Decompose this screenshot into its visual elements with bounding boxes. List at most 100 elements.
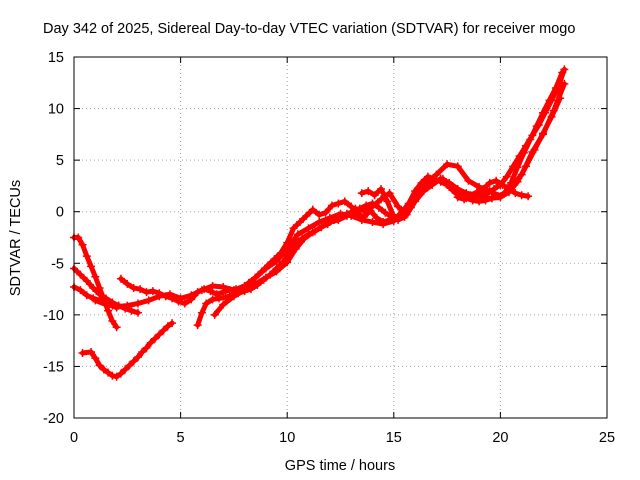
data-point: [490, 185, 499, 194]
data-point: [95, 361, 104, 370]
data-point: [394, 202, 403, 211]
data-point: [379, 220, 388, 229]
y-tick-label: -5: [51, 256, 64, 272]
data-point: [165, 290, 174, 299]
x-tick-label: 20: [492, 430, 508, 446]
data-point: [108, 371, 117, 380]
data-point: [251, 279, 260, 288]
data-series: [453, 176, 533, 204]
data-point: [197, 308, 206, 317]
data-point: [87, 262, 96, 271]
data-point: [155, 330, 164, 339]
data-point: [443, 160, 452, 169]
data-point: [112, 302, 121, 311]
data-point: [116, 274, 125, 283]
data-point: [163, 322, 172, 331]
data-point: [82, 276, 91, 285]
data-point: [453, 193, 462, 202]
data-point: [317, 223, 326, 232]
data-point: [91, 354, 100, 363]
data-point: [436, 174, 445, 183]
data-point: [208, 281, 217, 290]
data-point: [342, 211, 351, 220]
data-point: [504, 185, 513, 194]
data-point: [272, 257, 281, 266]
data-point: [423, 172, 432, 181]
data-point: [104, 306, 113, 315]
data-point: [78, 240, 87, 249]
series-trace: [212, 95, 563, 318]
data-point: [547, 112, 556, 121]
data-point: [76, 286, 85, 295]
data-point: [302, 211, 311, 220]
data-point: [359, 206, 368, 215]
data-point: [364, 187, 373, 196]
data-point: [129, 357, 138, 366]
x-axis-label: GPS time / hours: [285, 458, 395, 474]
data-point: [133, 299, 142, 308]
data-point: [315, 210, 324, 219]
data-point: [411, 197, 420, 206]
data-point: [87, 347, 96, 356]
data-point: [357, 215, 366, 224]
data-point: [453, 162, 462, 171]
data-point: [308, 205, 317, 214]
data-point: [560, 65, 569, 74]
y-tick-label: -10: [43, 308, 64, 324]
data-point: [511, 189, 520, 198]
data-point: [101, 300, 110, 309]
plot-frame: [73, 56, 608, 419]
data-point: [394, 215, 403, 224]
data-point: [534, 121, 543, 130]
data-point: [283, 258, 292, 267]
data-point: [104, 368, 113, 377]
data-point: [74, 233, 83, 242]
data-point: [123, 301, 132, 310]
x-tick-label: 5: [177, 430, 185, 446]
data-point: [498, 180, 507, 189]
data-point: [210, 310, 219, 319]
data-point: [289, 224, 298, 233]
data-point: [496, 193, 505, 202]
data-point: [472, 188, 481, 197]
data-point: [502, 172, 511, 181]
data-point: [76, 270, 85, 279]
data-point: [524, 192, 533, 201]
data-point: [479, 185, 488, 194]
data-point: [539, 129, 548, 138]
data-point: [419, 187, 428, 196]
data-series: [70, 233, 121, 332]
x-tick-label: 0: [70, 430, 78, 446]
data-point: [112, 323, 121, 332]
data-point: [229, 292, 238, 301]
data-series: [78, 319, 177, 381]
data-point: [82, 252, 91, 261]
data-point: [219, 283, 228, 292]
data-point: [445, 178, 454, 187]
y-tick-label: -20: [43, 411, 64, 427]
axis-ticks: 0 5 10 15 20 25 -20 -15 -10 -5 0 5 10 15: [43, 50, 615, 446]
y-tick-label: 5: [56, 153, 64, 169]
y-tick-label: -15: [43, 359, 64, 375]
data-point: [513, 177, 522, 186]
data-point: [159, 326, 168, 335]
data-point: [125, 361, 134, 370]
data-point: [389, 212, 398, 221]
data-point: [453, 185, 462, 194]
data-point: [530, 145, 539, 154]
data-point: [464, 176, 473, 185]
data-point: [293, 230, 302, 239]
data-point: [308, 228, 317, 237]
data-point: [144, 296, 153, 305]
data-point: [91, 272, 100, 281]
data-point: [168, 319, 177, 328]
data-point: [466, 191, 475, 200]
data-point: [428, 180, 437, 189]
data-point: [321, 208, 330, 217]
data-point: [515, 152, 524, 161]
y-tick-label: 10: [48, 102, 64, 118]
data-point: [99, 365, 108, 374]
data-point: [123, 279, 132, 288]
data-point: [261, 273, 270, 282]
